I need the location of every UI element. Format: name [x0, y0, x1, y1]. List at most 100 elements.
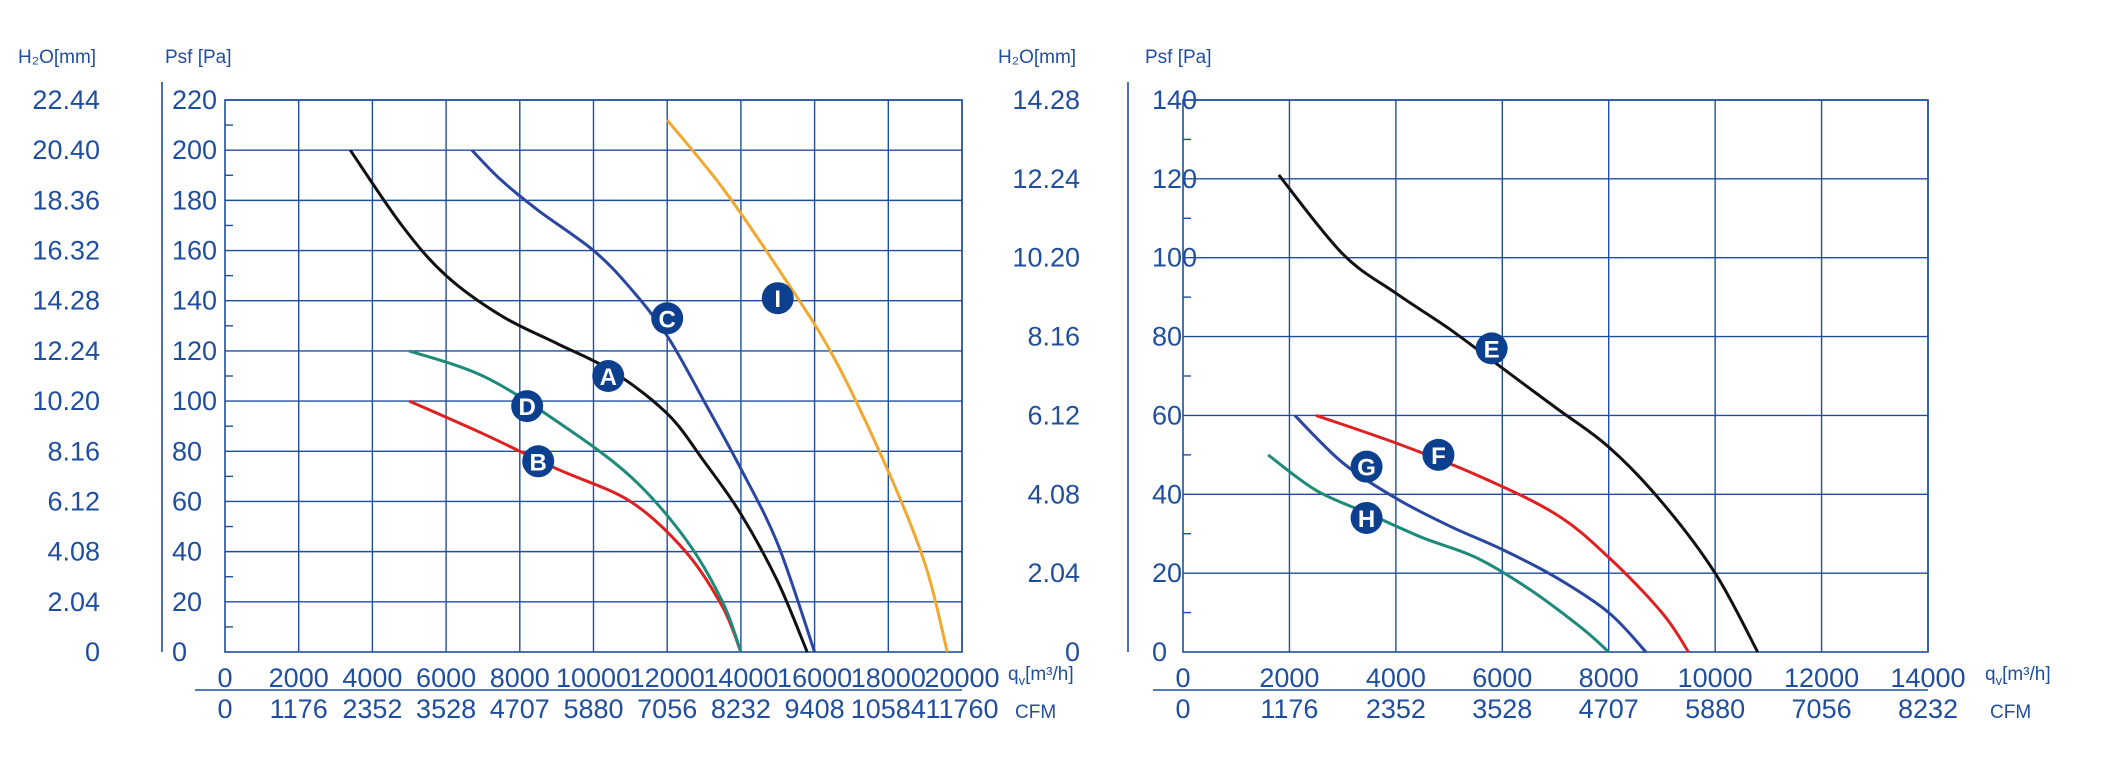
- x-tick-label-cfm: 2352: [1366, 694, 1426, 724]
- x-tick-label-cfm: 3528: [1472, 694, 1532, 724]
- x-tick-label-cfm: 1176: [1260, 694, 1318, 724]
- series-badge-label: B: [530, 449, 547, 476]
- x-tick-label-m3h: 0: [1175, 663, 1190, 693]
- series-badge-circle: [1350, 501, 1383, 534]
- y-tick-label-pa: 0: [172, 637, 187, 667]
- x-tick-label-cfm: 9408: [785, 694, 845, 724]
- series-badge-A: A: [592, 360, 625, 392]
- y-tick-label-pa: 100: [172, 386, 217, 416]
- series-line-I: [666, 119, 949, 653]
- series-line-E: [1277, 173, 1760, 653]
- x-tick-label-m3h: 8000: [490, 663, 550, 693]
- x-tick-label-m3h: 6000: [1472, 663, 1532, 693]
- series-badge-C: C: [651, 302, 684, 335]
- x-tick-label-cfm: 8232: [711, 694, 771, 724]
- x-tick-label-m3h: 4000: [1366, 663, 1426, 693]
- x-tick-label-m3h: 2000: [1259, 663, 1319, 693]
- y-tick-label-pa: 140: [1152, 85, 1197, 115]
- x-tick-label-cfm: 8232: [1898, 694, 1958, 724]
- x-tick-label-m3h: 12000: [630, 663, 705, 693]
- x-tick-label-cfm: 4707: [490, 694, 550, 724]
- y-tick-label-mm: 0: [1065, 637, 1080, 667]
- x2-unit-label: CFM: [1990, 702, 2031, 723]
- chart-grid: [1127, 82, 1929, 691]
- x-tick-label-m3h: 12000: [1784, 663, 1859, 693]
- y-tick-label-pa: 220: [172, 85, 217, 115]
- y-tick-label-mm: 10.20: [1012, 243, 1080, 273]
- y-tick-label-mm: 12.24: [1012, 164, 1080, 194]
- series-badge-G: G: [1350, 450, 1383, 483]
- y-tick-label-mm: 10.20: [32, 386, 100, 416]
- y-tick-label-pa: 60: [172, 486, 202, 516]
- x-tick-label-cfm: 10584: [851, 694, 926, 724]
- y-tick-label-mm: 4.08: [1027, 479, 1080, 509]
- x-tick-label-cfm: 1176: [270, 694, 328, 724]
- series-badge-circle: [1350, 450, 1383, 483]
- y-tick-label-mm: 6.12: [1027, 400, 1080, 430]
- series-badge-label: F: [1431, 443, 1446, 470]
- x-unit-label: qv[m³/h]: [1985, 664, 2051, 688]
- series-line-B: [408, 399, 743, 653]
- y-left-unit-label: H₂O[mm]: [18, 47, 96, 68]
- x-tick-label-m3h: 18000: [851, 663, 926, 693]
- x-tick-label-m3h: 2000: [269, 663, 329, 693]
- chart-1: 0 2.04 4.08 6.12 8.16 10.20 12.24 14.28 16.32 18.…: [18, 47, 1074, 724]
- series-badge-circle: [651, 302, 684, 335]
- series-badge-H: H: [1350, 501, 1383, 534]
- series-badge-E: E: [1475, 332, 1508, 365]
- x-tick-label-cfm: 7056: [1792, 694, 1852, 724]
- chart-2: 0 2.04 4.08 6.12 8.16 10.20 12.24 14.28 0 20 40 60 8…: [998, 47, 2051, 724]
- y-tick-label-pa: 100: [1152, 243, 1197, 273]
- x-tick-label-m3h: 10000: [1678, 663, 1753, 693]
- y-tick-label-pa: 120: [172, 336, 217, 366]
- y-tick-label-pa: 20: [1152, 558, 1182, 588]
- y-tick-label-mm: 14.28: [32, 286, 100, 316]
- y-tick-label-mm: 8.16: [47, 436, 100, 466]
- series-line-D: [408, 349, 743, 653]
- x-tick-label-m3h: 8000: [1579, 663, 1639, 693]
- x-tick-label-m3h: 6000: [416, 663, 476, 693]
- y-tick-label-mm: 22.44: [32, 85, 100, 115]
- series-badge-label: C: [659, 306, 676, 333]
- series-badge-circle: [1422, 438, 1455, 471]
- y-tick-label-mm: 8.16: [1027, 322, 1080, 352]
- x-tick-label-cfm: 0: [217, 694, 232, 724]
- series-badge-label: G: [1357, 455, 1376, 482]
- y-tick-label-pa: 40: [172, 537, 202, 567]
- y-tick-label-mm: 20.40: [32, 135, 100, 165]
- series-line-H: [1267, 453, 1610, 654]
- y-tick-label-pa: 80: [172, 436, 202, 466]
- y-tick-label-mm: 16.32: [32, 236, 100, 266]
- y-tick-label-mm: 4.08: [47, 537, 100, 567]
- series-badge-circle: [761, 282, 794, 315]
- y-tick-label-mm: 6.12: [47, 486, 100, 516]
- x-unit-label: qv[m³/h]: [1008, 664, 1074, 688]
- x-tick-label-m3h: 20000: [924, 663, 999, 693]
- y-tick-label-pa: 0: [1152, 637, 1167, 667]
- y-tick-label-pa: 120: [1152, 164, 1197, 194]
- series-badge-F: F: [1422, 438, 1455, 471]
- y-tick-label-pa: 60: [1152, 400, 1182, 430]
- series-badge-D: D: [511, 390, 544, 423]
- y-tick-label-mm: 12.24: [32, 336, 100, 366]
- plot-frame: [1182, 99, 1929, 653]
- series-badge-label: E: [1484, 336, 1500, 363]
- series-badge-I: I: [761, 282, 794, 315]
- x-tick-label-m3h: 14000: [703, 663, 778, 693]
- x-tick-label-m3h: 14000: [1890, 663, 1965, 693]
- y-tick-label-mm: 18.36: [32, 185, 100, 215]
- series-badge-label: I: [774, 286, 781, 313]
- series-badge-circle: [1475, 332, 1508, 365]
- x2-unit-label: CFM: [1015, 702, 1056, 723]
- y-tick-label-pa: 20: [172, 587, 202, 617]
- y-tick-label-pa: 200: [172, 135, 217, 165]
- y-left-unit-label: H₂O[mm]: [998, 47, 1076, 68]
- series-line-G: [1293, 414, 1648, 654]
- y-right-unit-label: Psf [Pa]: [165, 47, 232, 68]
- y-tick-label-pa: 180: [172, 185, 217, 215]
- series-badge-circle: [511, 390, 544, 423]
- x-tick-label-cfm: 4707: [1579, 694, 1639, 724]
- y-tick-label-pa: 140: [172, 286, 217, 316]
